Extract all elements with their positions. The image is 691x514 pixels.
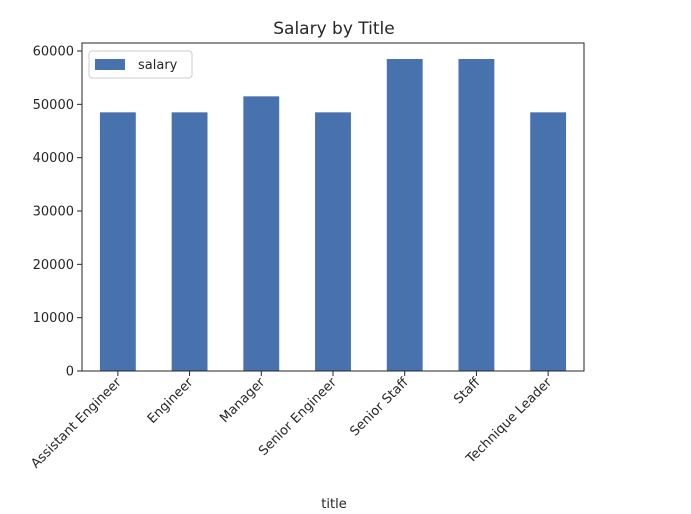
x-axis: Assistant Engineer Engineer ManagerSenior … bbox=[28, 371, 555, 472]
legend-swatch bbox=[95, 59, 125, 70]
y-tick-label: 30000 bbox=[33, 205, 74, 220]
y-tick-label: 50000 bbox=[33, 98, 74, 113]
legend: salary bbox=[88, 50, 193, 79]
y-tick-label: 10000 bbox=[33, 311, 74, 326]
bar-engineer bbox=[171, 112, 208, 371]
x-tick-label-assistant-engineer: Assistant Engineer bbox=[28, 375, 125, 472]
y-tick-label: 60000 bbox=[33, 45, 74, 60]
bar-senior-engineer bbox=[315, 112, 351, 371]
bars-group bbox=[99, 59, 567, 371]
y-tick-label: 40000 bbox=[33, 151, 74, 166]
y-tick-label: 20000 bbox=[33, 258, 74, 273]
x-tick-label-manager: Manager bbox=[217, 375, 268, 426]
x-axis-label: title bbox=[321, 497, 346, 512]
x-tick-label-senior-engineer: Senior Engineer bbox=[256, 375, 340, 459]
x-tick-label-engineer: Engineer bbox=[145, 375, 197, 427]
x-tick-label-staff: Staff bbox=[451, 374, 484, 407]
y-tick-label: 0 bbox=[66, 365, 74, 380]
chart-title: Salary by Title bbox=[273, 19, 395, 39]
bar-staff bbox=[458, 59, 495, 371]
y-axis: 0 10000 20000 30000 40000 50000 60000 bbox=[33, 45, 82, 380]
legend-label-salary: salary bbox=[138, 58, 178, 73]
x-tick-label-senior-staff: Senior Staff bbox=[347, 374, 412, 439]
bar-senior-staff bbox=[386, 59, 423, 371]
bar-manager bbox=[243, 96, 280, 371]
legend-frame bbox=[88, 50, 193, 79]
bar-assistant-engineer bbox=[99, 112, 136, 371]
bar-technique-leader bbox=[530, 112, 567, 371]
